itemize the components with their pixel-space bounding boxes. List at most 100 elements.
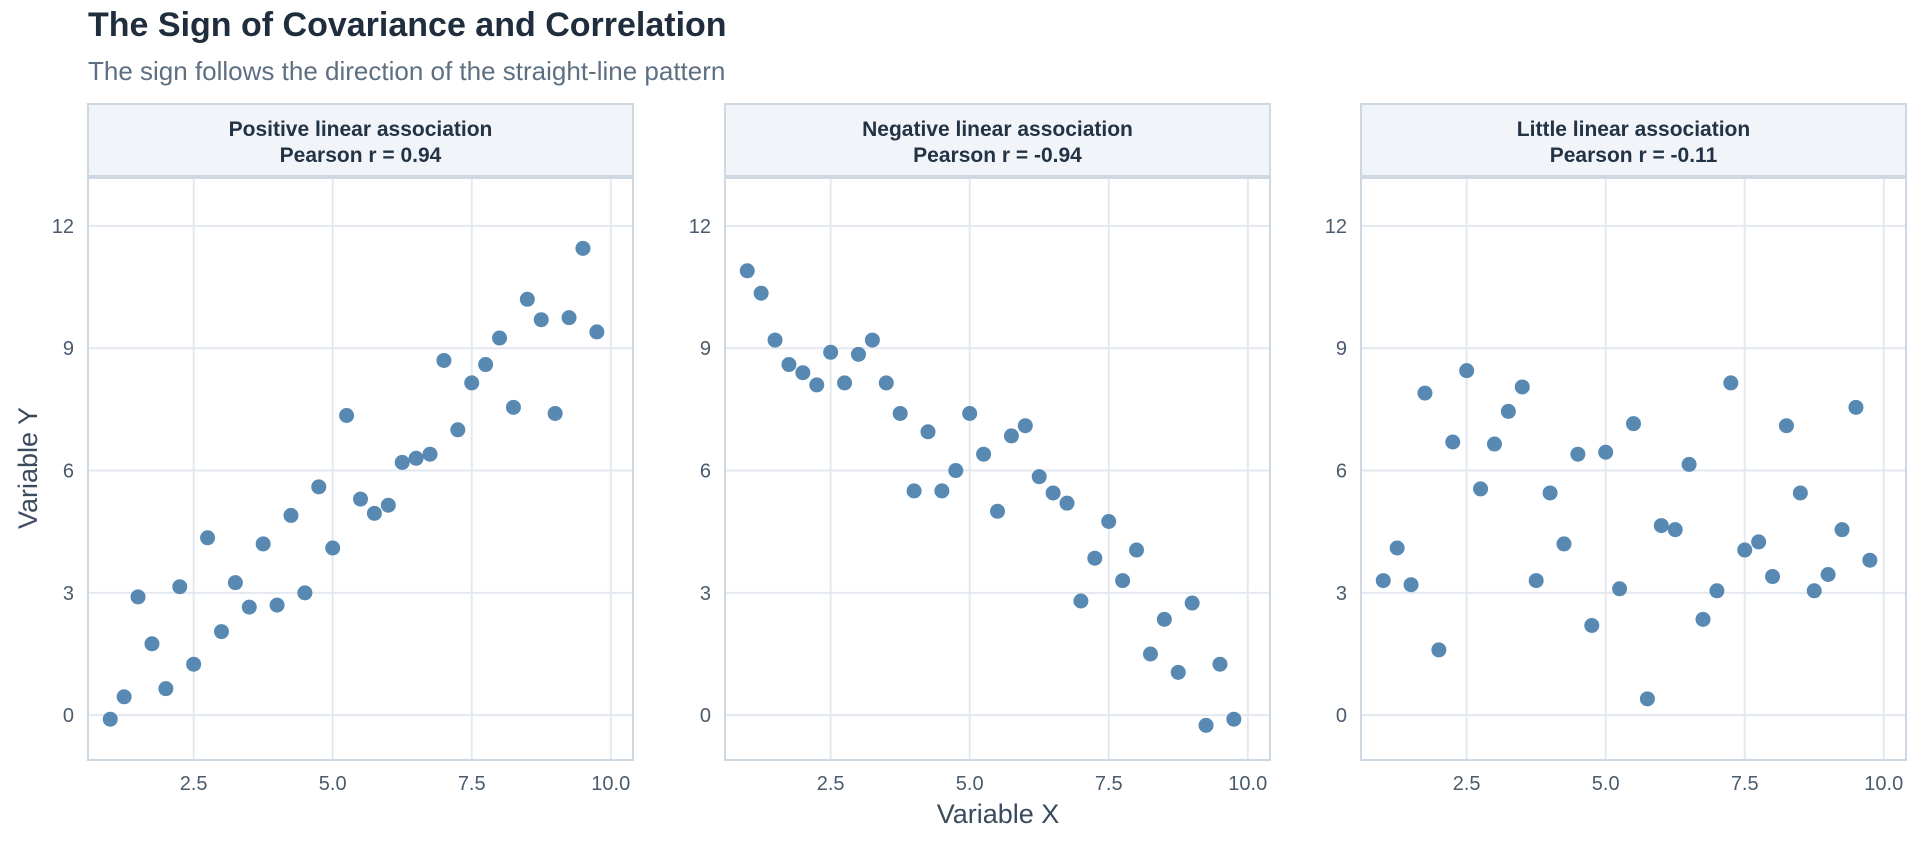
- data-point: [1059, 495, 1075, 511]
- x-tick-label: 10.0: [1228, 773, 1267, 795]
- data-point: [1598, 444, 1614, 460]
- data-point: [1514, 379, 1530, 395]
- data-point: [920, 424, 936, 440]
- facet-title-2: Negative linear association: [862, 118, 1133, 141]
- data-point: [492, 330, 508, 346]
- data-point: [837, 375, 853, 391]
- data-point: [575, 240, 591, 256]
- data-point: [1820, 567, 1836, 582]
- data-point: [1737, 542, 1753, 558]
- y-tick-label: 3: [1336, 583, 1347, 605]
- x-tick-label: 7.5: [458, 773, 486, 795]
- chart-subtitle: The sign follows the direction of the st…: [88, 56, 726, 86]
- data-point: [1031, 469, 1047, 485]
- y-tick-label: 3: [700, 583, 711, 605]
- data-point: [366, 505, 382, 521]
- data-point: [1681, 456, 1697, 472]
- facet-stat-2: Pearson r = -0.94: [913, 144, 1082, 167]
- y-tick-label: 3: [63, 583, 74, 605]
- data-point: [1473, 481, 1489, 497]
- data-point: [102, 711, 118, 727]
- data-point: [823, 344, 839, 360]
- data-point: [255, 536, 271, 552]
- data-point: [380, 497, 396, 513]
- data-point: [1403, 577, 1419, 593]
- data-point: [227, 575, 243, 591]
- data-point: [172, 579, 188, 595]
- x-tick-label: 7.5: [1731, 773, 1759, 795]
- data-point: [1017, 418, 1033, 434]
- data-point: [892, 405, 908, 421]
- data-point: [478, 357, 494, 373]
- x-tick-label: 10.0: [1864, 773, 1903, 795]
- data-point: [589, 324, 605, 340]
- data-point: [450, 422, 466, 438]
- data-point: [1045, 485, 1061, 501]
- data-point: [1528, 573, 1544, 589]
- data-point: [906, 483, 922, 499]
- data-point: [1570, 446, 1586, 462]
- data-point: [948, 463, 964, 479]
- data-point: [547, 405, 563, 421]
- data-point: [519, 291, 535, 307]
- data-point: [934, 483, 950, 499]
- plot-panel-2: [724, 176, 1271, 761]
- data-point: [505, 399, 521, 415]
- data-point: [1445, 434, 1461, 450]
- x-axis-title: Variable X: [937, 799, 1060, 829]
- y-tick-label: 9: [1336, 338, 1347, 360]
- data-point: [1184, 595, 1200, 611]
- data-point: [1459, 363, 1475, 379]
- facet-stat-1: Pearson r = 0.94: [280, 144, 442, 167]
- data-point: [1486, 436, 1502, 452]
- data-point: [1101, 514, 1117, 529]
- data-point: [464, 375, 480, 391]
- y-tick-label: 9: [700, 338, 711, 360]
- data-point: [850, 346, 866, 362]
- data-point: [1709, 583, 1725, 599]
- data-point: [533, 312, 549, 328]
- data-point: [394, 454, 410, 470]
- y-tick-label: 12: [689, 216, 711, 238]
- y-tick-label: 9: [63, 338, 74, 360]
- data-point: [422, 446, 438, 462]
- data-point: [767, 332, 783, 348]
- data-point: [1198, 717, 1214, 733]
- facet-stat-3: Pearson r = -0.11: [1550, 144, 1718, 167]
- data-point: [1389, 540, 1405, 556]
- y-tick-label: 6: [63, 461, 74, 483]
- data-point: [1431, 642, 1447, 658]
- data-point: [878, 375, 894, 391]
- x-tick-label: 5.0: [1592, 773, 1620, 795]
- data-point: [1723, 375, 1739, 391]
- y-tick-label: 0: [700, 705, 711, 727]
- data-point: [1612, 581, 1628, 597]
- y-tick-label: 6: [700, 461, 711, 483]
- x-tick-label: 7.5: [1095, 773, 1123, 795]
- data-point: [739, 263, 755, 279]
- data-point: [1862, 552, 1878, 568]
- data-point: [408, 450, 424, 466]
- data-point: [1170, 664, 1186, 680]
- data-point: [1375, 573, 1391, 589]
- data-point: [283, 507, 299, 523]
- data-point: [339, 408, 355, 423]
- data-point: [1848, 399, 1864, 415]
- data-point: [1417, 385, 1433, 401]
- y-tick-label: 6: [1336, 461, 1347, 483]
- data-point: [1765, 569, 1781, 585]
- data-point: [1073, 593, 1089, 609]
- x-tick-label: 2.5: [180, 773, 208, 795]
- data-point: [186, 656, 202, 672]
- data-point: [864, 332, 880, 348]
- data-point: [297, 585, 313, 601]
- x-tick-label: 10.0: [591, 773, 630, 795]
- data-point: [962, 405, 978, 421]
- data-point: [158, 681, 174, 697]
- data-point: [1834, 522, 1850, 538]
- data-point: [213, 624, 229, 640]
- data-point: [1003, 428, 1019, 444]
- y-tick-label: 12: [1325, 216, 1347, 238]
- data-point: [1556, 536, 1572, 552]
